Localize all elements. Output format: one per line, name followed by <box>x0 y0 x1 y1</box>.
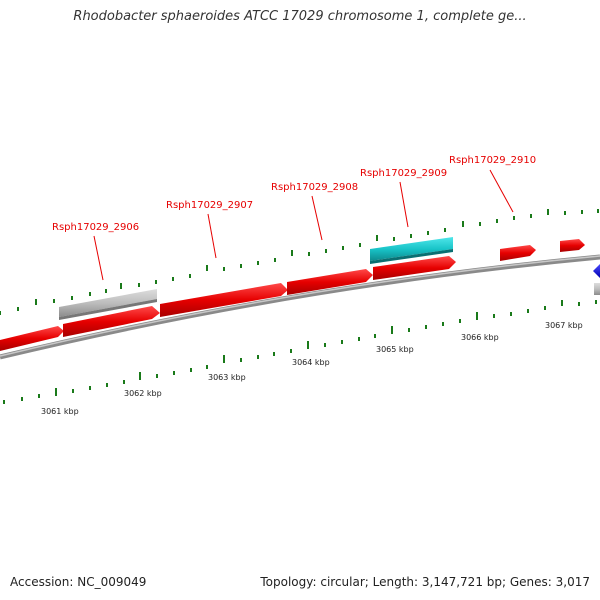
gene-feature-2908[interactable] <box>287 269 373 295</box>
gene-feature-2909[interactable] <box>370 237 453 261</box>
gene-feature-2907[interactable] <box>160 283 288 317</box>
gene-feature-2910[interactable] <box>500 245 536 261</box>
gene-feature-gray-edge[interactable] <box>594 283 600 295</box>
gene-feature-gray-shadow <box>59 299 157 320</box>
topology-summary: Topology: circular; Length: 3,147,721 bp… <box>260 575 590 589</box>
chromosome-backbone <box>0 254 600 360</box>
gene-feature-2909-lower[interactable] <box>373 256 456 280</box>
gene-label-leaders <box>93 169 514 281</box>
scale-label-3064: 3064 kbp <box>292 358 330 367</box>
gene-row-upper <box>59 237 453 320</box>
gene-label-2909[interactable]: Rsph17029_2909 <box>360 168 447 179</box>
gene-row-lower <box>0 239 600 351</box>
scale-labels: 3061 kbp 3062 kbp 3063 kbp 3064 kbp 3065… <box>41 321 583 416</box>
scale-label-3061: 3061 kbp <box>41 407 79 416</box>
gene-label-2908[interactable]: Rsph17029_2908 <box>271 182 358 193</box>
gene-label-2907[interactable]: Rsph17029_2907 <box>166 200 253 211</box>
scale-label-3067: 3067 kbp <box>545 321 583 330</box>
scale-label-3065: 3065 kbp <box>376 345 414 354</box>
scale-label-3062: 3062 kbp <box>124 389 162 398</box>
gene-feature-2909-shadow <box>370 249 453 264</box>
gene-label-2910[interactable]: Rsph17029_2910 <box>449 155 536 166</box>
gene-feature-2906[interactable] <box>63 306 160 337</box>
lower-tick-track <box>3 300 597 404</box>
accession-label: Accession: NC_009049 <box>10 575 147 589</box>
gene-labels: Rsph17029_2906 Rsph17029_2907 Rsph17029_… <box>52 155 536 233</box>
gene-feature-2905[interactable] <box>0 326 64 351</box>
gene-feature-2911[interactable] <box>560 239 585 252</box>
gene-feature-blue[interactable] <box>593 264 600 278</box>
gene-feature-gray[interactable] <box>59 289 157 317</box>
map-title: Rhodobacter sphaeroides ATCC 17029 chrom… <box>73 9 527 24</box>
gene-label-2906[interactable]: Rsph17029_2906 <box>52 222 139 233</box>
scale-label-3066: 3066 kbp <box>461 333 499 342</box>
scale-label-3063: 3063 kbp <box>208 373 246 382</box>
chromosome-backbone-highlight <box>0 255 600 357</box>
upper-tick-track <box>0 209 599 315</box>
